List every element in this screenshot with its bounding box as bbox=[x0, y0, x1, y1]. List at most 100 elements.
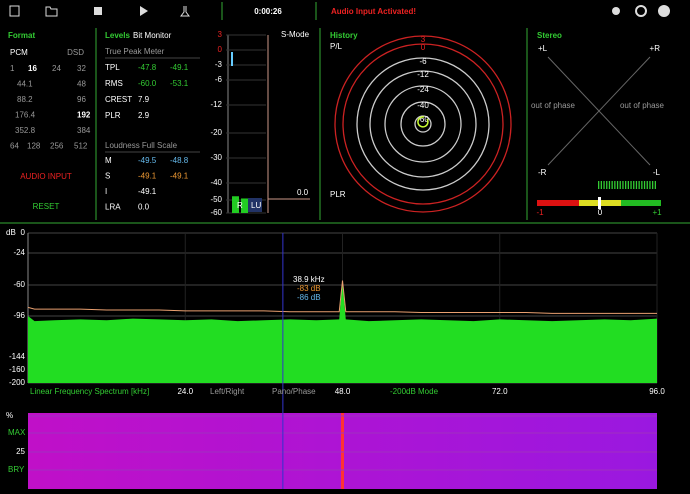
stereo-dots bbox=[611, 181, 613, 189]
stereo-dots bbox=[646, 181, 648, 189]
label: out of phase bbox=[531, 101, 576, 110]
label: 1 bbox=[10, 64, 15, 73]
settings-icon[interactable] bbox=[635, 5, 647, 17]
label: 0.0 bbox=[138, 203, 150, 212]
label: History bbox=[330, 31, 358, 40]
label: -30 bbox=[210, 153, 222, 162]
spectrum-area bbox=[28, 280, 657, 383]
label: BRY bbox=[8, 465, 25, 474]
label: % bbox=[6, 411, 13, 420]
label: -49.1 bbox=[138, 187, 157, 196]
stereo-dots bbox=[652, 181, 654, 189]
status: Audio Input Activated! bbox=[331, 7, 416, 16]
label: -40 bbox=[210, 178, 222, 187]
label: 25 bbox=[16, 447, 25, 456]
flask-icon[interactable] bbox=[180, 6, 190, 17]
label: -6 bbox=[419, 57, 427, 66]
label: 44.1 bbox=[17, 80, 33, 89]
label: 48 bbox=[77, 80, 86, 89]
label: -50 bbox=[210, 195, 222, 204]
label: -200 bbox=[9, 378, 26, 387]
label: -160 bbox=[9, 365, 26, 374]
label: 38.9 kHz bbox=[293, 275, 325, 284]
label: -48.8 bbox=[170, 156, 189, 165]
label: -24 bbox=[13, 248, 25, 257]
label: 2.9 bbox=[138, 111, 150, 120]
spectrum-peak-line bbox=[27, 280, 657, 314]
label: -12 bbox=[417, 70, 429, 79]
label: -200dB Mode bbox=[390, 387, 439, 396]
label: 24.0 bbox=[177, 387, 193, 396]
label: -49.1 bbox=[170, 63, 189, 72]
meter-bar bbox=[232, 196, 239, 213]
label: -12 bbox=[210, 100, 222, 109]
history-ring bbox=[400, 101, 446, 147]
label: -49.1 bbox=[138, 172, 157, 181]
history-ring bbox=[414, 115, 432, 133]
label: PLR bbox=[105, 111, 121, 120]
stereo-dots bbox=[606, 181, 608, 189]
label: 7.9 bbox=[138, 95, 150, 104]
label: dB bbox=[6, 228, 16, 237]
stereo-dots bbox=[635, 181, 638, 189]
stereo-dots bbox=[654, 181, 656, 189]
label: -53.1 bbox=[170, 79, 189, 88]
label: LU bbox=[251, 201, 261, 210]
label: MAX bbox=[8, 428, 26, 437]
label: M bbox=[105, 156, 112, 165]
label: Linear Frequency Spectrum [kHz] bbox=[30, 387, 149, 396]
corr-bar bbox=[621, 200, 661, 206]
stop-icon[interactable] bbox=[94, 7, 102, 15]
label: -20 bbox=[210, 128, 222, 137]
label: +R bbox=[650, 44, 661, 53]
lu-box bbox=[248, 198, 262, 212]
label: 192 bbox=[77, 111, 91, 120]
label: -49.1 bbox=[170, 172, 189, 181]
stereo-dots bbox=[638, 181, 640, 189]
label: -96 bbox=[13, 311, 25, 320]
label: +1 bbox=[652, 208, 662, 217]
label: 176.4 bbox=[15, 111, 36, 120]
history-ring bbox=[342, 43, 504, 205]
meter-bar bbox=[241, 198, 248, 213]
label: S-Mode bbox=[281, 30, 310, 39]
stereo-dots bbox=[622, 181, 624, 189]
label: PLR bbox=[330, 190, 346, 199]
label: AUDIO INPUT bbox=[20, 172, 72, 181]
label: PCM bbox=[10, 48, 28, 57]
folder-icon[interactable] bbox=[45, 6, 58, 17]
label: Pano/Phase bbox=[272, 387, 316, 396]
corr-bar bbox=[537, 200, 579, 206]
cloud-icon[interactable] bbox=[612, 7, 620, 15]
label: I bbox=[105, 187, 107, 196]
label: S bbox=[105, 172, 110, 181]
time: 0:00:26 bbox=[254, 7, 282, 16]
toolbar: 0:00:26 Audio Input Activated! bbox=[9, 2, 670, 20]
label: -86 dB bbox=[297, 293, 321, 302]
label: 3 bbox=[421, 35, 426, 44]
menu-icon[interactable] bbox=[9, 5, 20, 17]
corr-marker bbox=[598, 197, 601, 209]
label: RMS bbox=[105, 79, 123, 88]
stereo-dots bbox=[633, 181, 635, 189]
stereo-dots bbox=[603, 181, 605, 189]
label: -60 bbox=[210, 208, 222, 217]
label: -49.5 bbox=[138, 156, 157, 165]
label: -1 bbox=[536, 208, 544, 217]
label: 72.0 bbox=[492, 387, 508, 396]
label: out of phase bbox=[620, 101, 665, 110]
label: -83 dB bbox=[297, 284, 321, 293]
label: 0 bbox=[598, 208, 603, 217]
label: -40 bbox=[417, 101, 429, 110]
play-icon[interactable] bbox=[140, 6, 148, 16]
label: Bit Monitor bbox=[133, 31, 172, 40]
label: 96 bbox=[77, 95, 86, 104]
stereo-dots bbox=[627, 181, 629, 189]
label: 384 bbox=[77, 126, 91, 135]
info-icon[interactable] bbox=[658, 5, 670, 17]
label: TPL bbox=[105, 63, 120, 72]
history-ring bbox=[369, 70, 477, 178]
label: 352.8 bbox=[15, 126, 36, 135]
label: 16 bbox=[28, 64, 37, 73]
label: -L bbox=[653, 168, 661, 177]
